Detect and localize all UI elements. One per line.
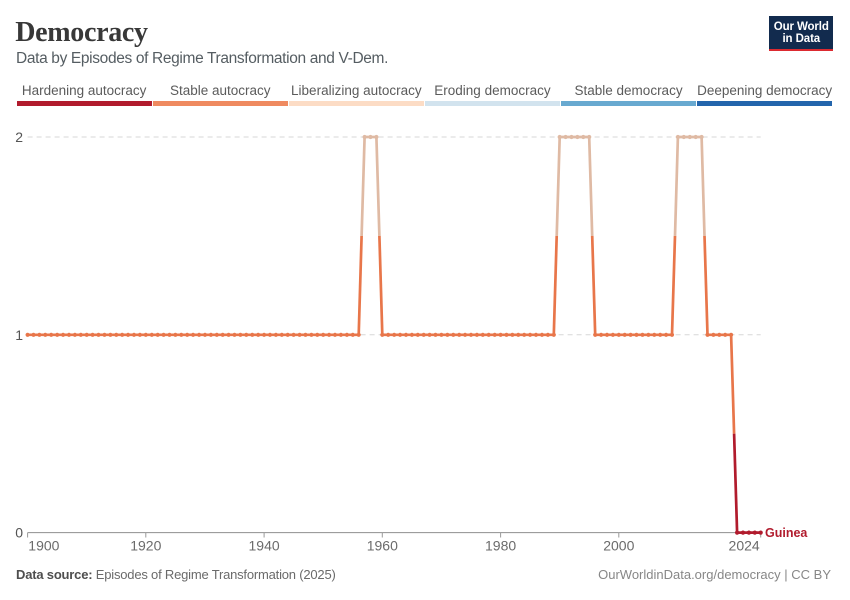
svg-text:1900: 1900 [28, 538, 59, 554]
svg-text:1960: 1960 [367, 538, 398, 554]
svg-text:1920: 1920 [130, 538, 161, 554]
svg-text:1980: 1980 [485, 538, 516, 554]
svg-text:2: 2 [15, 129, 23, 145]
svg-text:2024: 2024 [729, 538, 760, 554]
svg-text:0: 0 [15, 525, 23, 541]
svg-text:Guinea: Guinea [765, 526, 808, 540]
svg-text:1940: 1940 [249, 538, 280, 554]
svg-text:2000: 2000 [603, 538, 634, 554]
svg-text:1: 1 [15, 327, 23, 343]
